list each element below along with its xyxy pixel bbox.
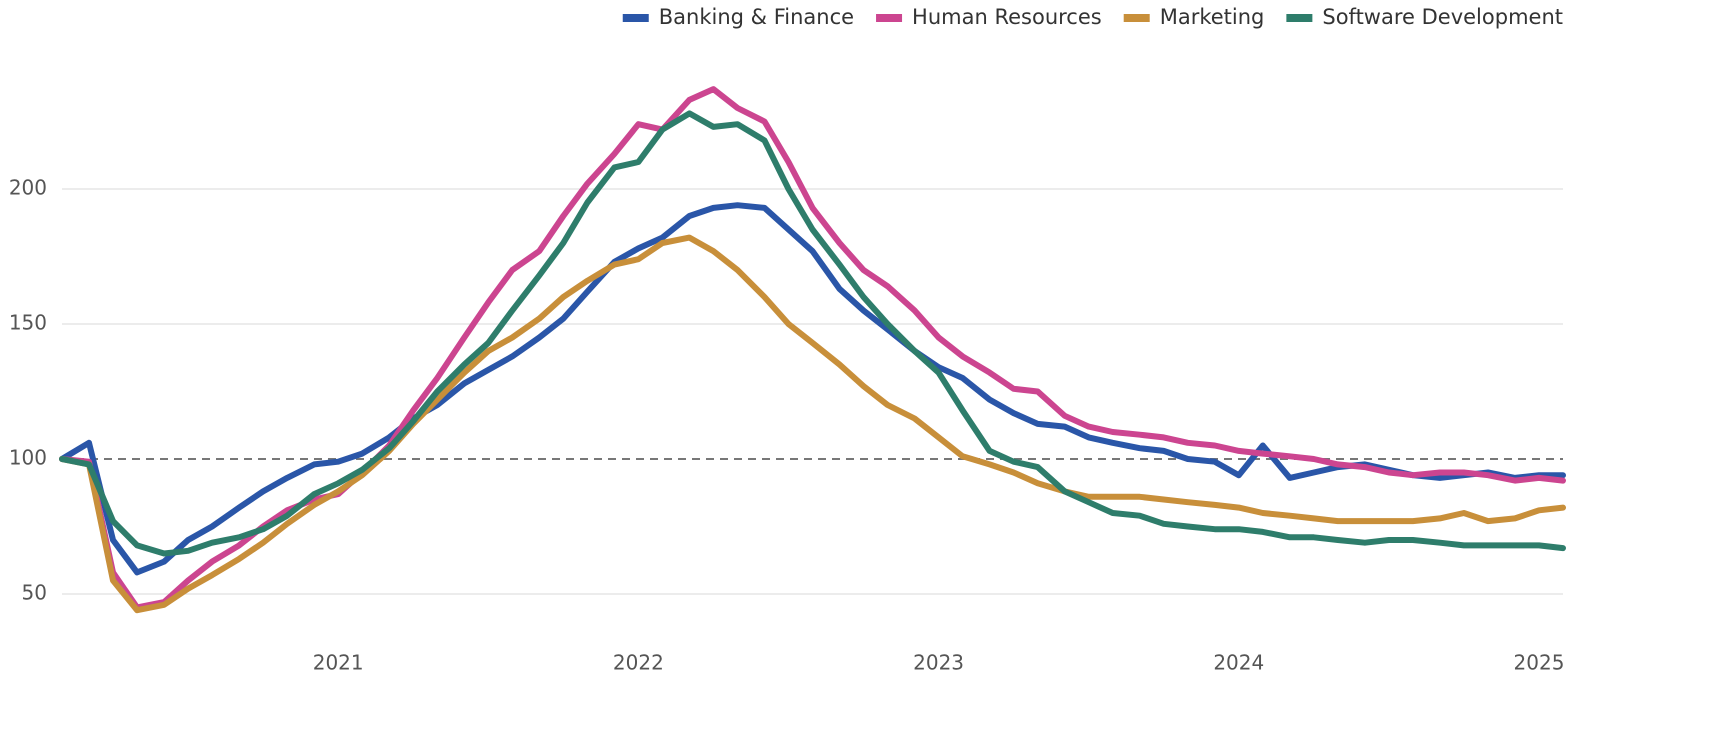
legend-label: Software Development xyxy=(1322,5,1563,29)
legend-swatch xyxy=(622,14,649,22)
x-tick-label: 2021 xyxy=(313,651,364,675)
y-tick-label: 50 xyxy=(22,581,47,605)
x-tick-label: 2025 xyxy=(1514,651,1565,675)
legend-label: Banking & Finance xyxy=(659,5,854,29)
legend: Software Development Marketing Human Resou… xyxy=(622,5,1563,29)
legend-label: Human Resources xyxy=(912,5,1102,29)
x-tick-label: 2023 xyxy=(913,651,964,675)
x-tick-label: 2022 xyxy=(613,651,664,675)
series-line xyxy=(59,86,1566,611)
legend-label: Marketing xyxy=(1160,5,1265,29)
y-tick-label: 100 xyxy=(9,446,47,470)
legend-swatch xyxy=(1123,14,1150,22)
y-tick-label: 200 xyxy=(9,176,47,200)
series-line xyxy=(59,234,1566,614)
y-tick-label: 150 xyxy=(9,311,47,335)
series-line xyxy=(59,202,1566,576)
series-line xyxy=(59,110,1566,557)
legend-swatch xyxy=(876,14,903,22)
x-tick-label: 2024 xyxy=(1213,651,1264,675)
legend-swatch xyxy=(1286,14,1313,22)
